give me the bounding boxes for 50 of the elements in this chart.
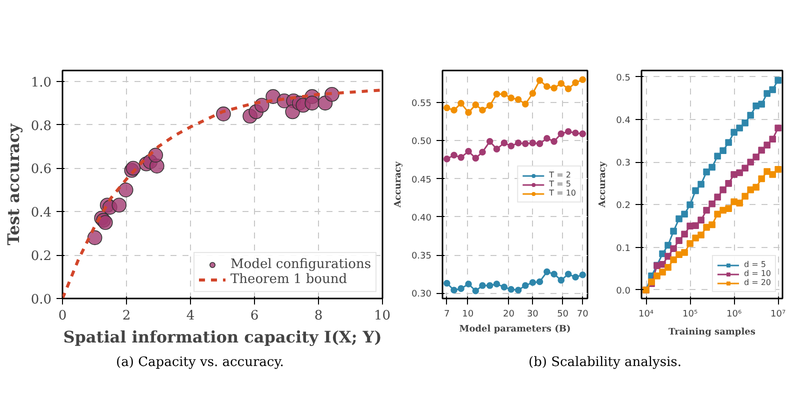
text: (b) Scalability analysis.	[528, 354, 682, 372]
y-tick-label: 0.30	[411, 290, 432, 300]
y-axis-title: Accuracy	[393, 160, 404, 208]
x-tick-label: 6	[250, 308, 259, 324]
x-tick-label: 7	[444, 310, 450, 320]
y-tick-label: 0.2	[30, 249, 52, 264]
x-tick-label: 8	[314, 308, 323, 324]
y-tick-label: 0.3	[616, 158, 631, 169]
legend-label: T = 2	[549, 170, 571, 180]
y-tick-label: 0.50	[411, 137, 432, 148]
legend-label: d = 20	[744, 278, 771, 287]
y-tick-label: 0.40	[411, 213, 432, 224]
y-tick-label: 0.4	[616, 116, 631, 126]
x-axis-title: Model parameters (B)	[459, 324, 571, 334]
x-tick-label: 50	[557, 310, 569, 320]
legend-label: d = 10	[744, 269, 771, 278]
x-tick-label: 4	[186, 308, 195, 324]
y-tick-label: 0.6	[30, 162, 52, 178]
y-axis-title: Test accuracy	[4, 123, 23, 246]
x-tick-label: 70	[576, 310, 589, 320]
x-tick-label: 2	[122, 308, 131, 324]
y-tick-label: 0.55	[411, 99, 432, 110]
y-tick-label: 0.2	[616, 201, 631, 212]
x-tick-label: 10⁷	[770, 310, 786, 320]
y-tick-label: 0.0	[30, 292, 52, 308]
x-axis-title: Training samples	[668, 328, 756, 338]
y-tick-label: 0.4	[30, 206, 52, 221]
y-tick-label: 0.8	[30, 118, 52, 134]
y-tick-label: 1.0	[30, 75, 52, 90]
x-tick-label: 30	[526, 310, 539, 320]
x-tick-label: 20	[503, 310, 515, 320]
x-tick-label: 10	[462, 310, 474, 320]
x-tick-label: 10⁴	[638, 310, 654, 320]
y-tick-label: 0.5	[616, 73, 631, 84]
y-tick-label: 0.45	[411, 175, 432, 186]
x-axis-title: Spatial information capacity I(X; Y)	[63, 328, 382, 346]
x-tick-label: 10⁶	[726, 310, 742, 320]
y-tick-label: 0.1	[616, 244, 631, 254]
x-tick-label: 10	[374, 308, 391, 324]
legend-label: T = 10	[549, 188, 576, 198]
y-axis-title: Accuracy	[598, 160, 608, 208]
x-tick-label: 10⁵	[682, 310, 698, 320]
legend-label: T = 5	[549, 180, 571, 188]
text: (a) Capacity vs. accuracy.	[116, 354, 284, 372]
legend-label: Theorem 1 bound	[230, 272, 348, 287]
y-tick-label: 0.35	[411, 252, 432, 262]
y-tick-label: 0.0	[616, 286, 631, 296]
x-tick-label: 0	[58, 308, 67, 324]
legend-label: d = 5	[744, 260, 766, 269]
legend-label: Model configurations	[230, 257, 371, 272]
